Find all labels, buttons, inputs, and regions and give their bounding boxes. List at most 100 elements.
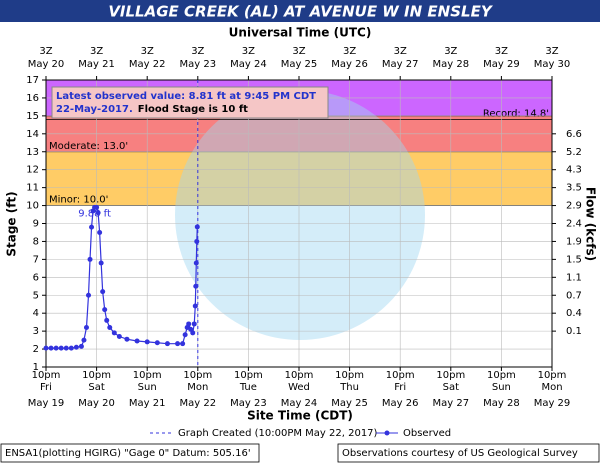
x-weekday-label: Tue [239,382,257,393]
data-point [89,224,95,230]
y-tick-label: 14 [26,129,39,140]
data-point [81,337,87,343]
x-tick-label: 10pm [335,370,364,381]
legend-created-label: Graph Created (10:00PM May 22, 2017) [178,428,378,439]
x2-date-label: May 29 [483,59,520,70]
x-tick-label: 10pm [285,370,314,381]
x-weekday-label: Wed [288,382,310,393]
x-tick-label: 10pm [436,370,465,381]
y2-tick-label: 2.9 [566,201,582,212]
annotation-date: 22-May-2017. [56,104,133,115]
footer-left: ENSA1(plotting HGIRG) "Gage 0" Datum: 50… [5,448,251,459]
x-weekday-label: Fri [40,382,52,393]
x-weekday-label: Sun [492,382,511,393]
legend-observed-label: Observed [403,428,451,439]
footer-right-box [337,443,600,463]
x-date-label: May 20 [78,398,115,409]
annotation-line2: 22-May-2017. Flood Stage is 10 ft [56,104,248,115]
x2-date-label: May 22 [129,59,166,70]
x2-date-label: May 26 [331,59,368,70]
x-date-label: May 25 [331,398,368,409]
x-tick-label: 10pm [183,370,212,381]
y-tick-label: 8 [33,236,39,247]
y-tick-label: 5 [33,290,39,301]
data-point [58,345,64,351]
x2-date-label: May 30 [534,59,571,70]
y-axis-title: Stage (ft) [5,191,19,256]
y-tick-label: 15 [26,111,39,122]
data-point [53,345,59,351]
x-tick-label: 10pm [487,370,516,381]
x-date-label: May 26 [382,398,419,409]
x2-tick-label: 3Z [444,46,457,57]
x2-date-label: May 25 [281,59,318,70]
x2-date-label: May 23 [180,59,217,70]
data-point [107,325,113,331]
data-point [83,325,89,331]
data-point [124,336,130,342]
annotation-line1: Latest observed value: 8.81 ft at 9:45 P… [56,91,316,102]
y2-tick-label: 0.4 [566,308,582,319]
y-tick-label: 9 [33,219,39,230]
data-point [86,292,92,298]
y2-tick-label: 3.5 [566,183,582,194]
x2-tick-label: 3Z [495,46,508,57]
y-tick-label: 3 [33,326,39,337]
data-point [186,321,192,327]
y2-axis-title: Flow (kcfs) [584,187,598,261]
flood-label: Minor: 10.0' [49,195,108,206]
flood-label: Moderate: 13.0' [49,141,128,152]
data-point [100,289,106,295]
data-point [194,224,200,230]
x-date-label: May 28 [483,398,520,409]
x-tick-label: 10pm [538,370,567,381]
x-date-label: May 27 [433,398,470,409]
x-weekday-label: Mon [187,382,208,393]
y-tick-label: 17 [26,75,39,86]
data-point [193,260,199,266]
y2-tick-label: 5.2 [566,147,582,158]
chart-title: VILLAGE CREEK (AL) AT AVENUE W IN ENSLEY [108,3,494,21]
x-tick-label: 10pm [133,370,162,381]
x-tick-label: 10pm [82,370,111,381]
x-weekday-label: Fri [394,382,406,393]
data-point [154,340,160,346]
x-date-label: May 23 [230,398,267,409]
x-tick-label: 10pm [386,370,415,381]
data-point [134,338,140,344]
y-tick-label: 16 [26,93,39,104]
x2-tick-label: 3Z [242,46,255,57]
watermark [175,90,425,340]
data-point [164,341,170,347]
y2-tick-label: 0.7 [566,290,582,301]
x-tick-label: 10pm [234,370,263,381]
data-point [87,256,93,262]
data-point [193,283,199,289]
x2-date-label: May 28 [433,59,470,70]
x-axis-title: Site Time (CDT) [247,409,353,423]
x-tick-label: 10pm [32,370,61,381]
x2-tick-label: 3Z [343,46,356,57]
x2-tick-label: 3Z [191,46,204,57]
x2-tick-label: 3Z [39,46,52,57]
record-label: Record: 14.8' [483,108,549,119]
data-point [68,345,74,351]
x-date-label: May 22 [180,398,217,409]
x2-date-label: May 24 [230,59,267,70]
x-date-label: May 21 [129,398,166,409]
data-point [48,345,54,351]
data-point [102,307,108,313]
data-point [191,321,197,327]
y-tick-label: 4 [33,308,39,319]
y-tick-label: 2 [33,344,39,355]
crest-label: 9.88 ft [78,209,111,220]
data-point [78,343,84,349]
plot-area: Minor: 10.0' Moderate: 13.0' Record: 14.8'… [26,46,582,409]
data-point [98,260,104,266]
data-point [194,238,200,244]
x2-date-label: May 21 [78,59,115,70]
data-point [95,210,101,216]
data-point [116,334,122,340]
x-weekday-label: Sat [88,382,104,393]
y2-tick-label: 2.4 [566,219,582,230]
